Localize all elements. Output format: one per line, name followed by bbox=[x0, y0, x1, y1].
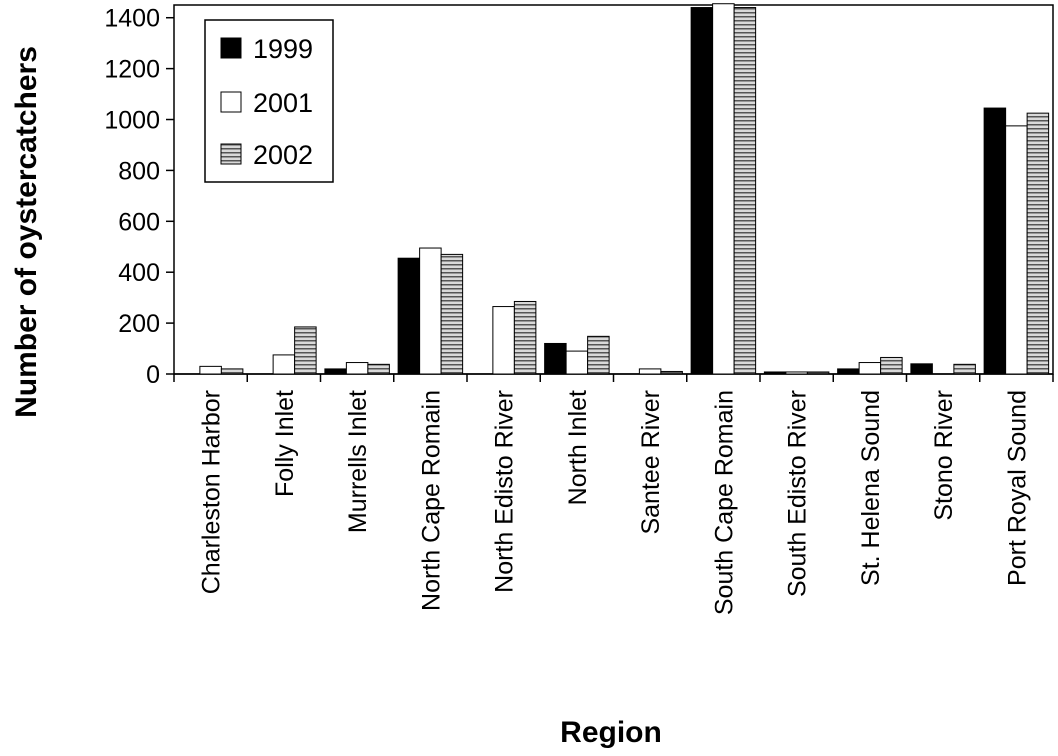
bar-2001-charleston-harbor bbox=[199, 365, 222, 375]
legend-swatch-1999 bbox=[220, 37, 242, 59]
bar-2002-north-cape-romain bbox=[440, 253, 464, 375]
bar-1999-south-cape-romain bbox=[690, 7, 714, 375]
bar-2001-folly-inlet bbox=[272, 354, 296, 375]
y-tick-label: 600 bbox=[118, 208, 160, 236]
bar-1999-st-helena-sound bbox=[837, 368, 860, 375]
bar-2001-north-cape-romain bbox=[419, 247, 442, 375]
legend-swatch-2001 bbox=[220, 91, 242, 113]
bar-2001-port-royal-sound bbox=[1005, 125, 1028, 375]
legend-label-2001: 2001 bbox=[253, 88, 313, 118]
bar-2002-st-helena-sound bbox=[880, 356, 903, 375]
category-label: Charleston Harbor bbox=[198, 390, 226, 594]
y-tick-label: 1200 bbox=[104, 56, 160, 84]
bar-2002-south-cape-romain bbox=[733, 7, 757, 375]
category-label: St. Helena Sound bbox=[857, 390, 885, 586]
y-axis-title: Number of oystercatchers bbox=[10, 46, 43, 418]
x-axis-title: Region bbox=[560, 716, 662, 749]
bar-2002-north-inlet bbox=[587, 335, 610, 375]
category-label: Port Royal Sound bbox=[1003, 390, 1031, 586]
bar-1999-port-royal-sound bbox=[983, 107, 1007, 375]
bar-2001-santee-river bbox=[638, 368, 662, 375]
bar-2002-port-royal-sound bbox=[1026, 112, 1050, 375]
category-label: Stono River bbox=[930, 390, 958, 521]
bar-2001-south-cape-romain bbox=[712, 3, 735, 375]
category-label: South Edisto River bbox=[784, 390, 812, 597]
bar-1999-murrells-inlet bbox=[324, 368, 347, 375]
bar-2002-folly-inlet bbox=[294, 326, 317, 375]
category-label: North Cape Romain bbox=[417, 390, 445, 611]
y-tick-label: 200 bbox=[118, 310, 160, 338]
bar-1999-stono-river bbox=[910, 363, 933, 375]
bar-2001-south-edisto-river bbox=[785, 371, 808, 375]
category-label: South Cape Romain bbox=[710, 390, 738, 615]
legend: 1999 2001 2002 bbox=[204, 19, 334, 183]
bar-2001-murrells-inlet bbox=[345, 362, 369, 375]
bar-1999-north-inlet bbox=[544, 342, 567, 375]
bar-2002-north-edisto-river bbox=[513, 300, 537, 375]
y-tick-label: 0 bbox=[146, 361, 160, 389]
y-tick-label: 1000 bbox=[104, 107, 160, 135]
bar-2002-santee-river bbox=[660, 370, 683, 375]
bar-2002-charleston-harbor bbox=[220, 368, 244, 375]
category-label: North Edisto River bbox=[491, 390, 519, 593]
bar-2001-north-edisto-river bbox=[492, 306, 515, 375]
y-tick-label: 400 bbox=[118, 259, 160, 287]
bar-1999-north-cape-romain bbox=[397, 257, 421, 375]
legend-swatch-2002 bbox=[220, 143, 242, 165]
y-tick-label: 1400 bbox=[104, 5, 160, 33]
bar-2001-north-inlet bbox=[565, 350, 589, 375]
legend-label-1999: 1999 bbox=[253, 34, 313, 64]
category-label: Murrells Inlet bbox=[344, 390, 372, 533]
bar-2002-stono-river bbox=[953, 363, 976, 375]
bar-2002-murrells-inlet bbox=[367, 363, 390, 375]
y-tick-label: 800 bbox=[118, 157, 160, 185]
category-label: North Inlet bbox=[564, 390, 592, 505]
legend-label-2002: 2002 bbox=[253, 140, 313, 170]
category-label: Santee River bbox=[637, 390, 665, 535]
bar-2002-south-edisto-river bbox=[806, 371, 830, 375]
category-label: Folly Inlet bbox=[271, 390, 299, 497]
bar-1999-south-edisto-river bbox=[763, 371, 787, 375]
bar-2001-st-helena-sound bbox=[858, 362, 882, 375]
